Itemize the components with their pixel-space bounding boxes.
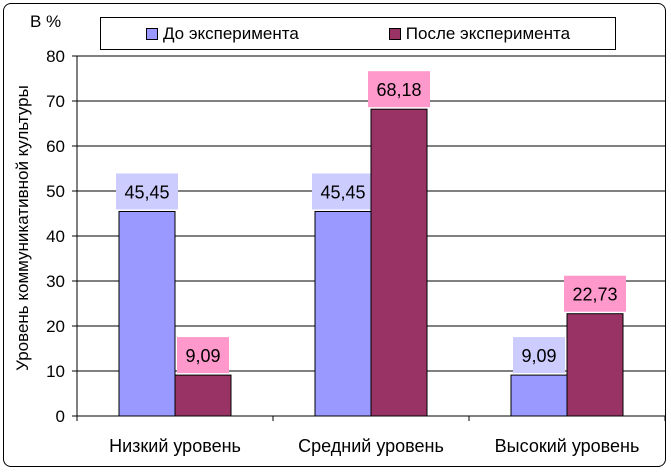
data-label-bg-s0-c1 — [312, 173, 374, 210]
legend-label-before: До эксперимента — [162, 23, 299, 43]
y-tick-label-50: 50 — [46, 182, 65, 201]
x-tick-label-1: Средний уровень — [298, 436, 444, 456]
data-label-bg-s1-c2 — [564, 275, 626, 312]
x-tick-label-0: Низкий уровень — [109, 436, 241, 456]
bar-s1-c2 — [566, 313, 624, 417]
data-label-s0-c1: 45,45 — [320, 182, 365, 202]
x-tick-label-2: Высокий уровень — [495, 436, 640, 456]
legend-label-after: После эксперимента — [405, 23, 571, 43]
bar-s1-c0 — [174, 374, 232, 417]
data-label-bg-s1-c0 — [177, 337, 229, 374]
bar-s0-c1 — [314, 210, 372, 417]
bar-s0-c2 — [510, 374, 568, 417]
bar-s1-c1 — [370, 108, 428, 417]
data-label-bg-s1-c1 — [368, 71, 430, 108]
y-tick-label-0: 0 — [56, 407, 65, 426]
data-label-s0-c0: 45,45 — [124, 182, 169, 202]
y-tick-label-40: 40 — [46, 227, 65, 246]
y-axis-title: Уровень коммуникативной культуры — [13, 85, 32, 371]
data-label-s0-c2: 9,09 — [521, 346, 556, 366]
y-tick-label-60: 60 — [46, 137, 65, 156]
data-label-bg-s0-c0 — [116, 173, 178, 210]
data-label-s1-c1: 68,18 — [376, 80, 421, 100]
legend-item-after: После эксперимента — [388, 23, 571, 44]
legend: До эксперимента После эксперимента — [100, 17, 616, 50]
bar-s0-c0 — [118, 210, 176, 417]
unit-label: В % — [30, 12, 62, 31]
data-label-s1-c2: 22,73 — [572, 285, 617, 305]
y-tick-label-30: 30 — [46, 272, 65, 291]
y-tick-label-10: 10 — [46, 362, 65, 381]
data-label-s1-c0: 9,09 — [185, 346, 220, 366]
y-tick-label-20: 20 — [46, 317, 65, 336]
legend-swatch-after — [388, 27, 401, 40]
legend-swatch-before — [145, 27, 158, 40]
legend-item-before: До эксперимента — [145, 23, 299, 44]
y-tick-label-80: 80 — [46, 47, 65, 66]
y-tick-label-70: 70 — [46, 92, 65, 111]
data-label-bg-s0-c2 — [513, 337, 565, 374]
